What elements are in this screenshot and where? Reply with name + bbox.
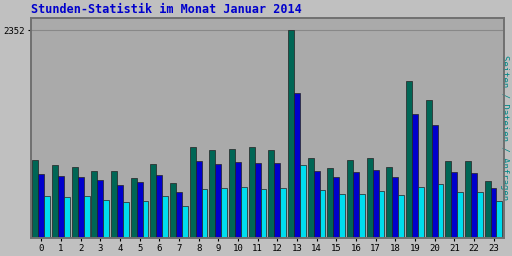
Bar [45,196,50,238]
Bar [64,197,70,238]
Bar [209,150,216,238]
Bar [235,162,241,238]
Bar [418,187,424,238]
Bar [176,193,182,238]
Bar [162,196,168,238]
Bar [445,161,451,238]
Bar [353,172,359,238]
Bar [249,147,254,238]
Bar [425,100,432,238]
Bar [123,202,129,238]
Bar [471,173,477,238]
Bar [92,171,97,238]
Bar [241,187,247,238]
Bar [490,188,497,238]
Bar [432,125,438,238]
Bar [347,160,353,238]
Bar [477,193,483,238]
Bar [196,161,202,238]
Bar [190,147,196,238]
Bar [465,161,471,238]
Bar [392,177,398,238]
Bar [58,176,64,238]
Bar [412,114,418,238]
Bar [221,188,227,238]
Bar [485,182,490,238]
Bar [308,158,314,238]
Bar [339,194,345,238]
Y-axis label: Seiten / Dateien / Anfragen: Seiten / Dateien / Anfragen [500,55,508,200]
Bar [156,175,162,238]
Text: Stunden-Statistik im Monat Januar 2014: Stunden-Statistik im Monat Januar 2014 [31,4,301,16]
Bar [38,174,45,238]
Bar [438,184,443,238]
Bar [202,189,207,238]
Bar [359,195,365,238]
Bar [143,201,148,238]
Bar [182,206,188,238]
Bar [406,81,412,238]
Bar [497,201,502,238]
Bar [451,172,457,238]
Bar [32,160,38,238]
Bar [457,192,463,238]
Bar [268,150,274,238]
Bar [131,178,137,238]
Bar [151,164,156,238]
Bar [111,171,117,238]
Bar [137,182,143,238]
Bar [398,195,404,238]
Bar [288,30,294,238]
Bar [327,168,333,238]
Bar [170,183,176,238]
Bar [300,165,306,238]
Bar [333,177,339,238]
Bar [52,165,58,238]
Bar [103,199,109,238]
Bar [83,196,90,238]
Bar [216,164,221,238]
Bar [117,185,123,238]
Bar [72,167,78,238]
Bar [367,157,373,238]
Bar [387,167,392,238]
Bar [254,163,261,238]
Bar [319,189,326,238]
Bar [274,163,280,238]
Bar [314,171,319,238]
Bar [229,149,235,238]
Bar [280,188,286,238]
Bar [294,93,300,238]
Bar [78,177,83,238]
Bar [97,180,103,238]
Bar [378,191,385,238]
Bar [261,189,266,238]
Bar [373,170,378,238]
